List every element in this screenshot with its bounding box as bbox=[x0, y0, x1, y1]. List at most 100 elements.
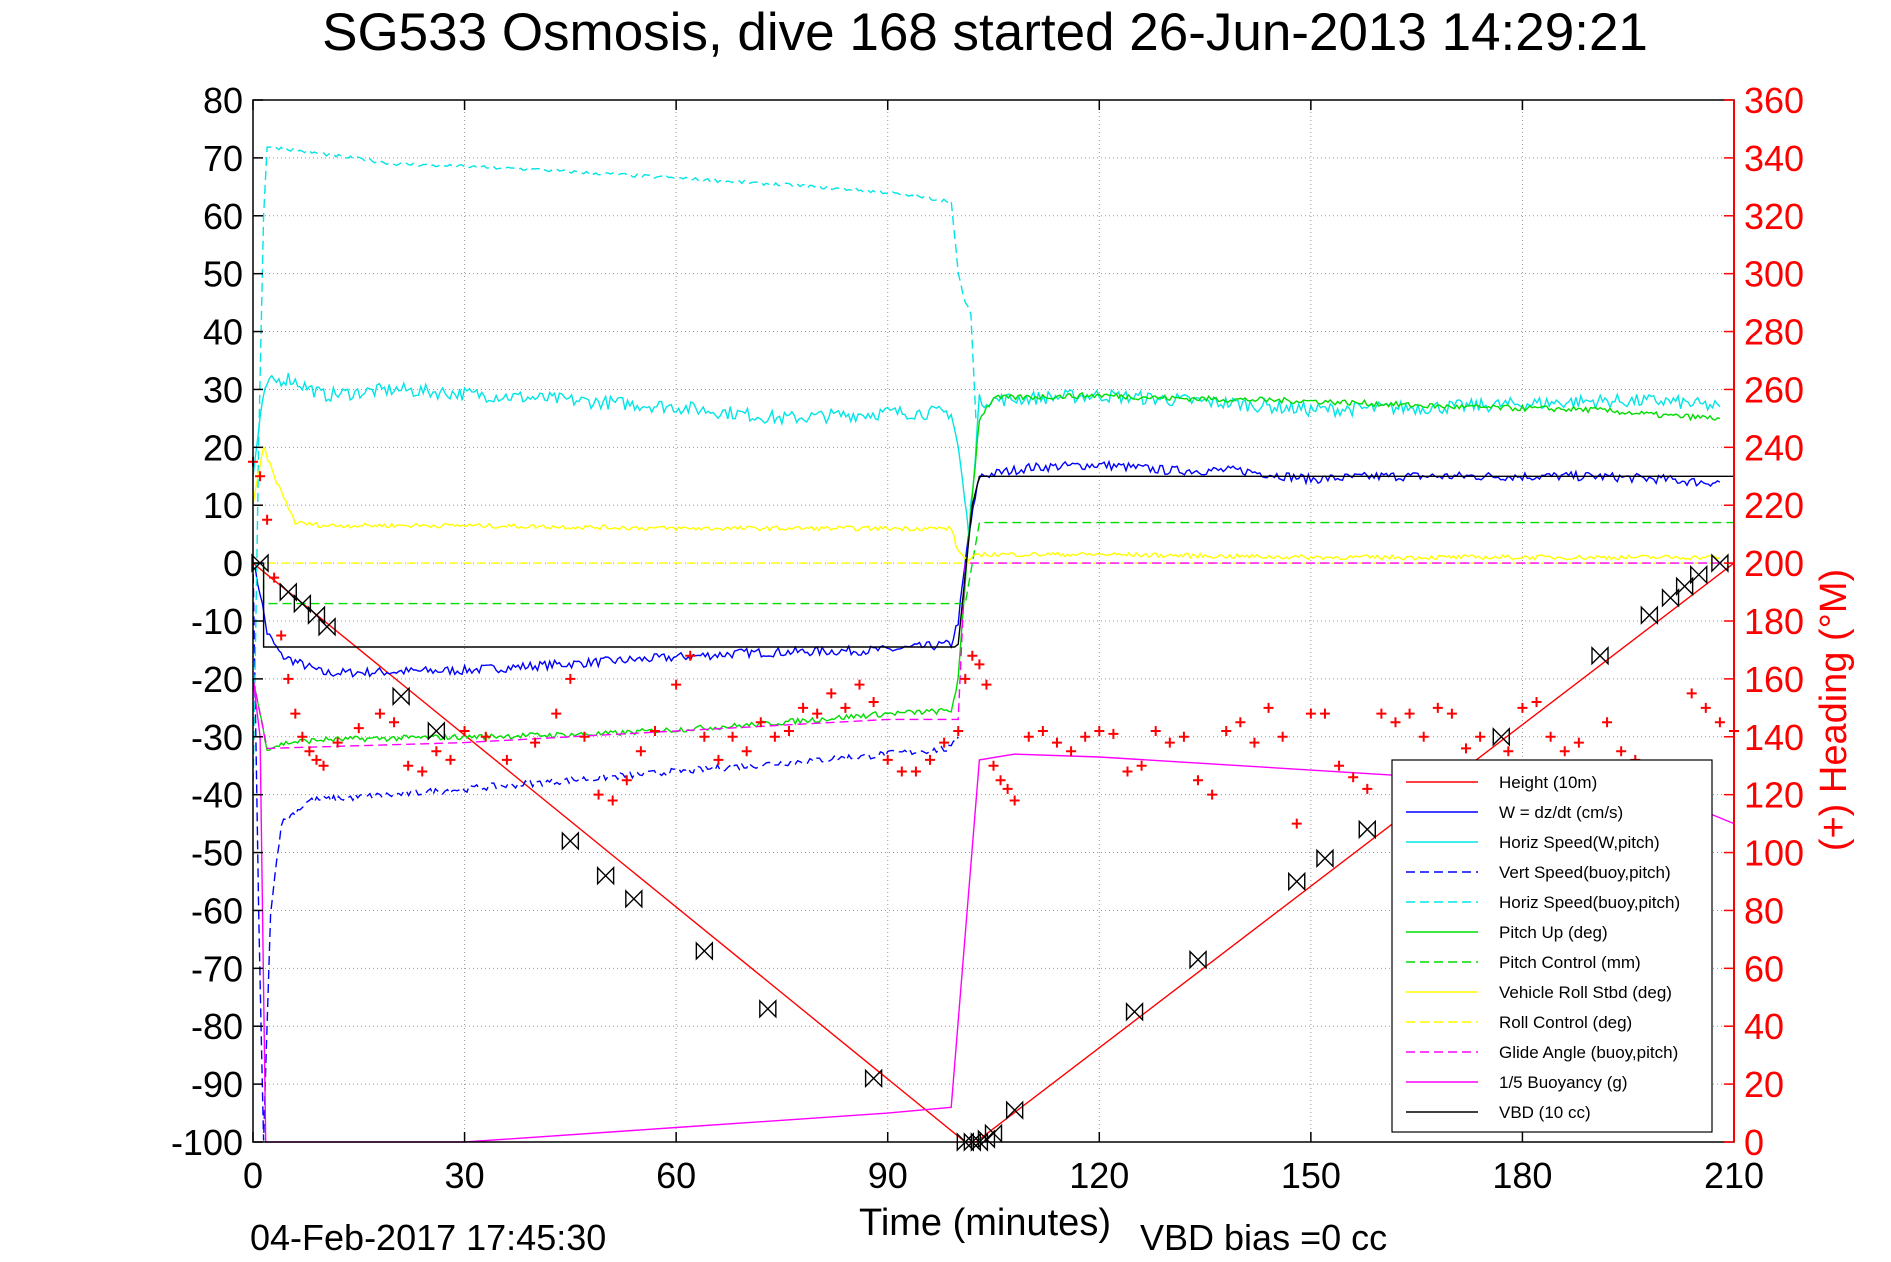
legend-label: Pitch Control (mm) bbox=[1499, 953, 1641, 972]
series-glide-angle-buoy-pitch-line bbox=[252, 562, 1734, 750]
heading-marker bbox=[868, 697, 879, 708]
y-tick-label: 0 bbox=[223, 543, 243, 584]
x-tick-label: 180 bbox=[1492, 1155, 1552, 1196]
heading-marker bbox=[755, 717, 766, 728]
x-axis-label: Time (minutes) bbox=[859, 1202, 1111, 1244]
heading-marker bbox=[783, 725, 794, 736]
series-vbd-10-cc bbox=[253, 475, 1734, 648]
height-sample-marker bbox=[1675, 576, 1694, 596]
y-tick-label: 60 bbox=[203, 196, 243, 237]
y2-tick-label: 300 bbox=[1744, 254, 1804, 295]
heading-marker bbox=[1714, 717, 1725, 728]
heading-marker bbox=[1080, 731, 1091, 742]
legend-label: Horiz Speed(buoy,pitch) bbox=[1499, 893, 1680, 912]
legend-label: 1/5 Buoyancy (g) bbox=[1499, 1073, 1628, 1092]
legend-label: Roll Control (deg) bbox=[1499, 1013, 1632, 1032]
heading-marker bbox=[1573, 737, 1584, 748]
y-tick-label: -50 bbox=[191, 833, 243, 874]
y2-tick-label: 60 bbox=[1744, 948, 1784, 989]
heading-marker bbox=[1291, 818, 1302, 829]
legend-label: Glide Angle (buoy,pitch) bbox=[1499, 1043, 1678, 1062]
series-vert-speed-buoy-pitch bbox=[252, 560, 959, 1141]
heading-marker bbox=[1277, 731, 1288, 742]
series-pitch-control-mm bbox=[253, 521, 1734, 605]
heading-marker bbox=[1390, 717, 1401, 728]
heading-marker bbox=[699, 731, 710, 742]
y2-tick-label: 40 bbox=[1744, 1006, 1784, 1047]
heading-marker bbox=[269, 572, 280, 583]
heading-marker bbox=[953, 725, 964, 736]
heading-marker bbox=[1475, 731, 1486, 742]
y2-tick-label: 280 bbox=[1744, 312, 1804, 353]
heading-marker bbox=[459, 725, 470, 736]
series-heading bbox=[248, 456, 1739, 829]
heading-marker bbox=[1108, 728, 1119, 739]
y-tick-label: -20 bbox=[191, 659, 243, 700]
y-tick-label: 30 bbox=[203, 369, 243, 410]
heading-marker bbox=[1009, 795, 1020, 806]
y-tick-label: 80 bbox=[203, 80, 243, 121]
y2-tick-label: 320 bbox=[1744, 196, 1804, 237]
y2-axis-label: (+) Heading (°M) bbox=[1813, 569, 1855, 851]
height-sample-marker bbox=[392, 686, 410, 706]
heading-marker bbox=[882, 754, 893, 765]
height-sample-marker bbox=[596, 866, 615, 886]
y2-tick-label: 120 bbox=[1744, 775, 1804, 816]
legend-label: VBD (10 cc) bbox=[1499, 1103, 1591, 1122]
height-sample-marker bbox=[695, 941, 714, 961]
height-sample-marker bbox=[1358, 819, 1376, 840]
heading-marker bbox=[621, 775, 632, 786]
heading-marker bbox=[1066, 746, 1077, 757]
heading-marker bbox=[671, 679, 682, 690]
heading-marker bbox=[1178, 731, 1189, 742]
y-tick-label: -100 bbox=[171, 1122, 243, 1163]
y-tick-label: 40 bbox=[203, 312, 243, 353]
y-tick-label: -10 bbox=[191, 601, 243, 642]
height-sample-marker bbox=[427, 721, 446, 741]
series-pitch-up-deg-line bbox=[252, 391, 1721, 752]
y-tick-label: 10 bbox=[203, 485, 243, 526]
heading-marker bbox=[1193, 775, 1204, 786]
legend-label: Height (10m) bbox=[1499, 773, 1597, 792]
heading-marker bbox=[445, 754, 456, 765]
x-tick-label: 30 bbox=[445, 1155, 485, 1196]
heading-marker bbox=[798, 702, 809, 713]
heading-marker bbox=[1249, 737, 1260, 748]
y-tick-label: -90 bbox=[191, 1064, 243, 1105]
heading-marker bbox=[1531, 697, 1542, 708]
y2-tick-label: 220 bbox=[1744, 485, 1804, 526]
height-sample-marker bbox=[1711, 553, 1729, 573]
height-sample-marker bbox=[561, 831, 580, 851]
y2-tick-label: 0 bbox=[1744, 1122, 1764, 1163]
legend-label: Pitch Up (deg) bbox=[1499, 923, 1608, 942]
x-tick-label: 60 bbox=[656, 1155, 696, 1196]
heading-marker bbox=[713, 754, 724, 765]
height-sample-marker bbox=[1492, 727, 1510, 747]
footer-timestamp: 04-Feb-2017 17:45:30 bbox=[250, 1217, 606, 1258]
y-tick-label: -70 bbox=[191, 948, 243, 989]
heading-marker bbox=[431, 746, 442, 757]
heading-marker bbox=[685, 650, 696, 661]
footer-vbd-bias: VBD bias =0 cc bbox=[1140, 1217, 1387, 1258]
heading-marker bbox=[1037, 725, 1048, 736]
heading-marker bbox=[1002, 783, 1013, 794]
height-sample-marker bbox=[984, 1123, 1003, 1144]
series-vert-speed-buoy-pitch-line bbox=[252, 560, 959, 1141]
heading-marker bbox=[1221, 725, 1232, 736]
x-tick-label: 210 bbox=[1704, 1155, 1764, 1196]
heading-marker bbox=[988, 760, 999, 771]
heading-marker bbox=[1376, 708, 1387, 719]
heading-marker bbox=[1136, 760, 1147, 771]
heading-marker bbox=[1700, 702, 1711, 713]
heading-marker bbox=[389, 717, 400, 728]
series-horiz-speed-buoy-pitch-line bbox=[252, 145, 977, 796]
heading-marker bbox=[840, 702, 851, 713]
heading-marker bbox=[981, 679, 992, 690]
y2-tick-label: 200 bbox=[1744, 543, 1804, 584]
heading-marker bbox=[649, 725, 660, 736]
heading-marker bbox=[262, 514, 273, 525]
heading-marker bbox=[311, 754, 322, 765]
y-tick-label: -40 bbox=[191, 775, 243, 816]
height-sample-marker bbox=[1591, 646, 1609, 666]
heading-marker bbox=[1305, 708, 1316, 719]
